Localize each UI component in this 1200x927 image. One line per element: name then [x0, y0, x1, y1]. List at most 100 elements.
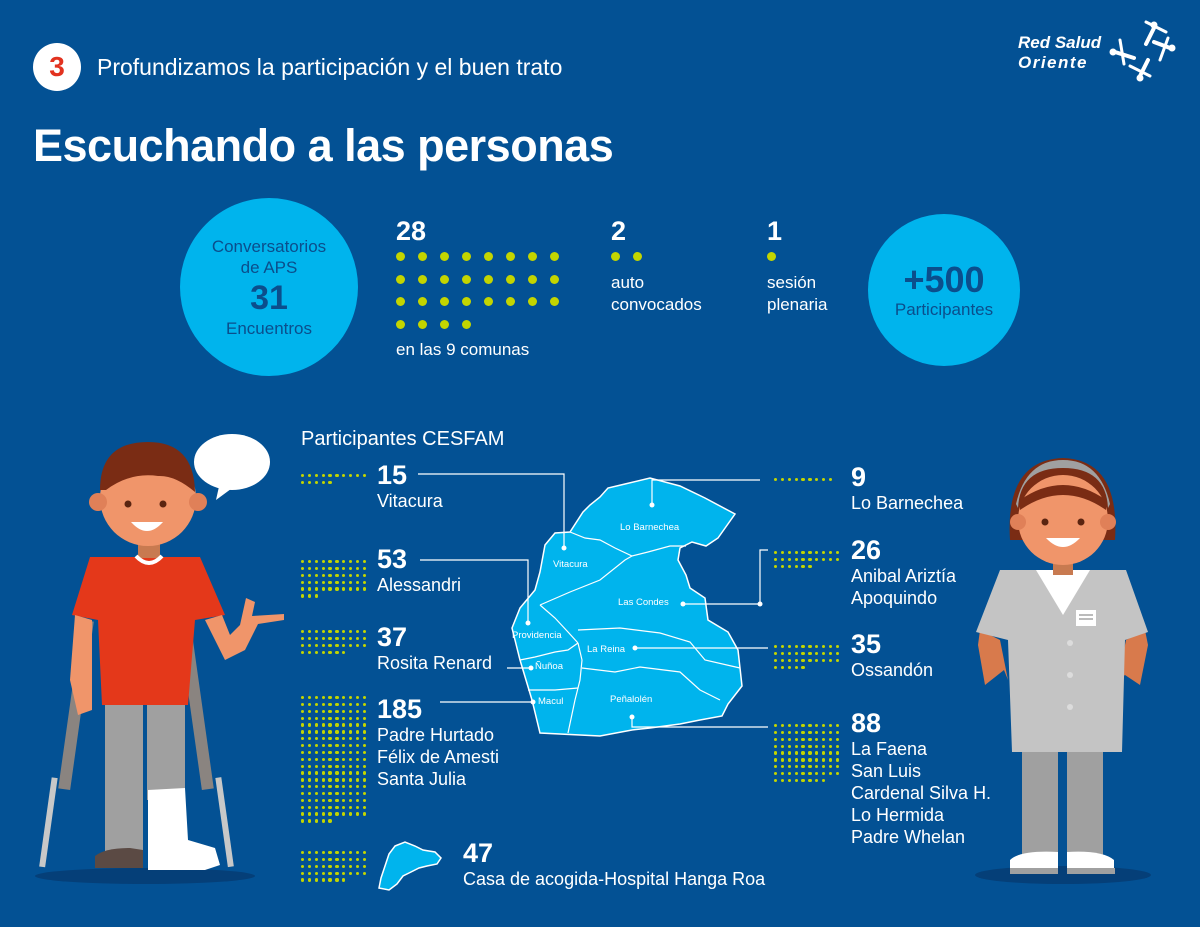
- participant-dot: [335, 696, 339, 700]
- participant-dot: [314, 743, 319, 748]
- participant-dot: [774, 651, 778, 656]
- cesfam-name: Félix de Amesti: [377, 747, 500, 767]
- participant-dot: [307, 785, 312, 789]
- participant-dot: [348, 636, 353, 641]
- participant-dot: [362, 566, 367, 571]
- participant-dot: [815, 778, 819, 783]
- participant-dot: [328, 791, 332, 796]
- participant-dot: [355, 702, 360, 707]
- participant-dot: [801, 765, 805, 769]
- participant-dot: [335, 709, 339, 714]
- participant-dot: [774, 665, 778, 669]
- participant-dot: [362, 560, 367, 564]
- participant-dot: [348, 573, 353, 578]
- participant-dot: [794, 564, 798, 569]
- participant-dot: [787, 724, 792, 728]
- participant-dot: [301, 474, 305, 478]
- participant-dot: [355, 643, 360, 648]
- participant-dot: [808, 564, 812, 569]
- conversatorios-label-2: de APS: [240, 257, 298, 277]
- participant-dot: [808, 744, 812, 748]
- autoconvocados-label-1: auto: [611, 273, 645, 292]
- participant-dot: [348, 560, 353, 564]
- participant-dot: [362, 812, 367, 816]
- participant-dot: [321, 750, 325, 755]
- participant-dot: [794, 478, 798, 482]
- participant-dot: [808, 724, 812, 728]
- participant-dot: [314, 696, 319, 700]
- dot-marker: [418, 252, 427, 261]
- participant-dot: [815, 751, 819, 755]
- participant-dot: [328, 474, 332, 478]
- cesfam-name: Padre Whelan: [851, 827, 966, 847]
- participant-dot: [314, 580, 319, 584]
- participant-dot: [774, 765, 778, 769]
- participant-dot: [335, 764, 339, 768]
- participant-dot: [362, 764, 367, 768]
- participant-dot: [301, 630, 305, 634]
- participant-dot: [774, 737, 778, 742]
- participant-dot: [314, 594, 319, 598]
- participant-dot: [321, 587, 325, 591]
- participant-dot: [828, 645, 833, 649]
- cesfam-count: 53: [377, 544, 408, 574]
- participant-dot: [828, 765, 833, 769]
- participant-dot: [314, 650, 319, 654]
- participant-dot: [787, 665, 792, 669]
- participant-dot: [362, 864, 367, 869]
- participant-dot: [780, 564, 785, 569]
- participant-dot: [348, 805, 353, 809]
- participant-dot: [821, 478, 826, 482]
- participant-dot: [335, 871, 339, 875]
- participant-dot: [774, 758, 778, 762]
- conversatorios-label-1: Conversatorios: [211, 236, 327, 256]
- participant-dot: [787, 737, 792, 742]
- participant-dot: [774, 557, 778, 562]
- participant-dot: [348, 580, 353, 584]
- cesfam-entry-hanga-roa: 47 Casa de acogida-Hospital Hanga Roa: [463, 838, 765, 890]
- participant-dot: [355, 771, 360, 775]
- participant-dot: [328, 730, 332, 734]
- dot-marker: [506, 252, 515, 261]
- participant-dot: [328, 573, 332, 578]
- participant-dot: [801, 564, 805, 569]
- participant-dot: [835, 551, 840, 555]
- participant-dot: [787, 771, 792, 776]
- participant-dot: [314, 480, 319, 485]
- participant-dot: [355, 750, 360, 755]
- dot-marker: [440, 274, 449, 284]
- participant-dot: [321, 636, 325, 641]
- participant-dot: [342, 857, 346, 862]
- participant-dot: [355, 791, 360, 796]
- participant-dot: [301, 702, 305, 707]
- participant-dot: [362, 630, 367, 634]
- participant-dot: [362, 778, 367, 782]
- participant-dot: [821, 730, 826, 735]
- participant-dot: [835, 744, 840, 748]
- participant-dot: [835, 765, 840, 769]
- participant-dot: [321, 757, 325, 762]
- participant-dot: [794, 645, 798, 649]
- participant-dot: [835, 730, 840, 735]
- participant-dot: [328, 812, 332, 816]
- participant-dot: [321, 785, 325, 789]
- participant-dot: [314, 764, 319, 768]
- participant-dot: [301, 573, 305, 578]
- participant-dot: [328, 716, 332, 720]
- participant-dot: [348, 798, 353, 803]
- participant-dot: [328, 743, 332, 748]
- participant-dot: [328, 778, 332, 782]
- participant-dot: [321, 737, 325, 741]
- participant-dot: [801, 771, 805, 776]
- participant-dot: [342, 643, 346, 648]
- cesfam-name: Lo Hermida: [851, 805, 945, 825]
- participant-dot: [348, 743, 353, 748]
- participant-dot: [821, 658, 826, 663]
- participant-dot: [362, 643, 367, 648]
- participant-dot: [301, 480, 305, 485]
- participant-dot: [301, 580, 305, 584]
- participant-dot: [342, 878, 346, 882]
- participant-dot: [787, 730, 792, 735]
- participant-dot: [314, 791, 319, 796]
- participant-dot: [355, 805, 360, 809]
